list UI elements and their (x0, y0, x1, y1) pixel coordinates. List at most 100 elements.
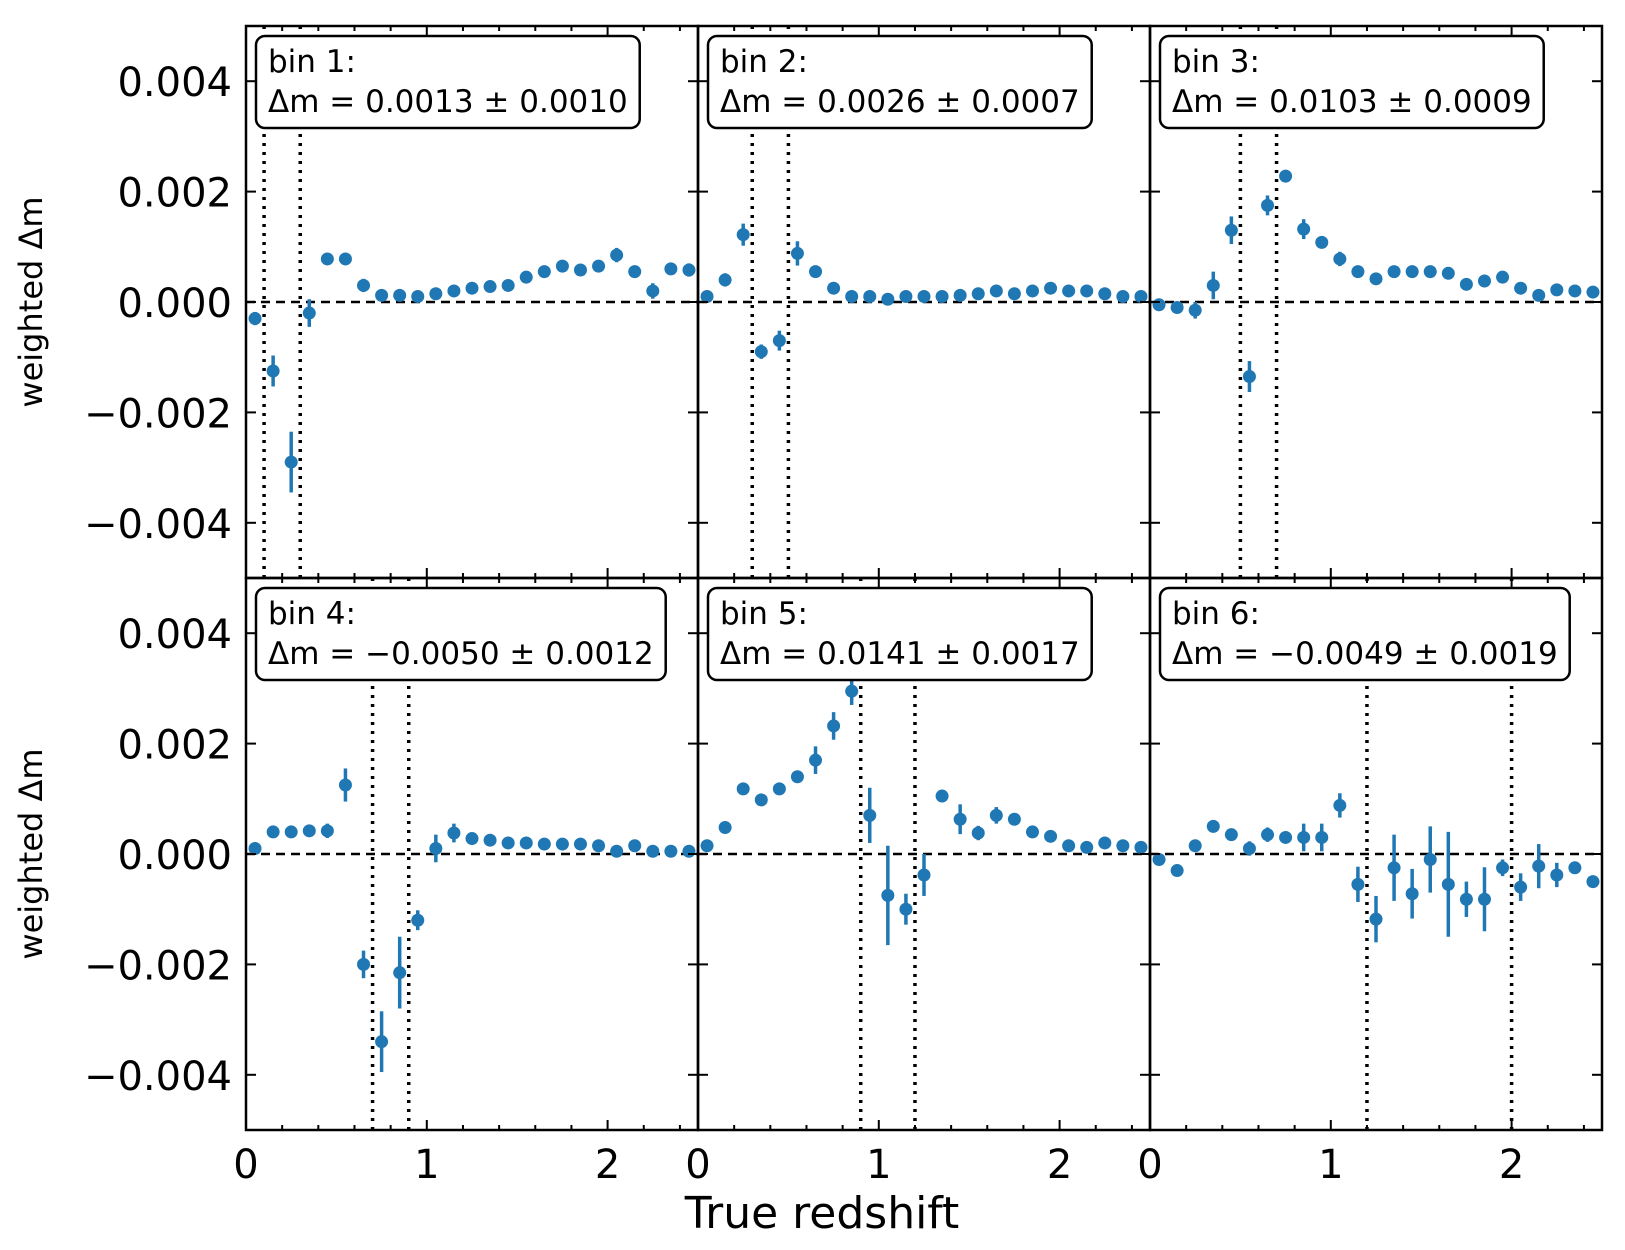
bin-statistic: Δm = 0.0026 ± 0.0007 (720, 84, 1080, 120)
statistic-prefix: Δm = (720, 84, 817, 120)
panels-group: −0.004 −0.002 0.000 0.002 0.004 bin 1: Δm = 0.… (84, 24, 1604, 1188)
data-point (519, 270, 533, 284)
annotation-frame (1158, 34, 1545, 130)
data-point (1044, 281, 1058, 295)
y-axis-label: weighted Δm (12, 196, 50, 407)
data-point (989, 808, 1003, 822)
annotation-frame (706, 34, 1093, 130)
data-point (1387, 265, 1401, 279)
bin-label: bin 4: (268, 596, 356, 632)
data-point (682, 263, 696, 277)
annotation-box: bin 3: Δm = 0.0103 ± 0.0009 (1158, 34, 1545, 130)
data-point (1116, 839, 1130, 853)
data-point (1134, 840, 1148, 854)
data-point (628, 839, 642, 853)
data-point (718, 821, 732, 835)
data-point (736, 228, 750, 242)
data-point (1098, 836, 1112, 850)
data-point (1080, 840, 1094, 854)
data-point (266, 364, 280, 378)
annotation-box: bin 4: Δm = −0.0050 ± 0.0012 (254, 586, 667, 682)
data-point (483, 833, 497, 847)
y-tick-label: 0.002 (117, 171, 232, 217)
data-point (501, 278, 515, 292)
data-point (628, 265, 642, 279)
y-tick-label: 0.004 (117, 60, 232, 106)
panel-bin-2: bin 2: Δm = 0.0026 ± 0.0007 (696, 24, 1152, 580)
data-point (302, 824, 316, 838)
data-point (790, 770, 804, 784)
x-tick-label: 1 (866, 1142, 891, 1188)
data-point (537, 837, 551, 851)
data-point (1044, 829, 1058, 843)
data-point (465, 281, 479, 295)
annotation-frame (254, 34, 641, 130)
data-point (772, 334, 786, 348)
data-point (411, 289, 425, 303)
data-point (1261, 198, 1275, 212)
data-point (1007, 287, 1021, 301)
data-point (1477, 892, 1491, 906)
y-tick-label: 0.004 (117, 612, 232, 658)
data-point (320, 824, 334, 838)
data-point (1514, 281, 1528, 295)
data-point (809, 753, 823, 767)
data-point (1568, 284, 1582, 298)
data-point (1405, 265, 1419, 279)
statistic-prefix: Δm = (1172, 84, 1269, 120)
annotation-frame (1158, 586, 1571, 682)
y-tick-label: 0.000 (117, 833, 232, 879)
statistic-prefix: Δm = (720, 636, 817, 672)
data-point (827, 281, 841, 295)
data-point (357, 957, 371, 971)
panel-bin-6: 0 1 2 bin 6: Δm = −0.0049 ± 0.0019 (1137, 576, 1604, 1188)
panel-frame (1148, 576, 1604, 1132)
data-point (1152, 853, 1166, 867)
y-axis-label: weighted Δm (12, 748, 50, 959)
data-point (375, 288, 389, 302)
bin-statistic: Δm = 0.0013 ± 0.0010 (268, 84, 628, 120)
y-tick-label: −0.004 (84, 502, 232, 548)
data-point (1532, 859, 1546, 873)
panel-bin-1: −0.004 −0.002 0.000 0.002 0.004 bin 1: Δm = 0.… (84, 24, 700, 580)
data-point (555, 837, 569, 851)
annotation-box: bin 1: Δm = 0.0013 ± 0.0010 (254, 34, 641, 130)
data-point (284, 825, 298, 839)
data-point (411, 913, 425, 927)
data-point (664, 262, 678, 276)
data-point (1279, 830, 1293, 844)
annotation-box: bin 5: Δm = 0.0141 ± 0.0017 (706, 586, 1093, 682)
data-point (1062, 284, 1076, 298)
data-point (827, 719, 841, 733)
data-point (1568, 861, 1582, 875)
annotation-box: bin 2: Δm = 0.0026 ± 0.0007 (706, 34, 1093, 130)
y-axis-labels: weighted Δm weighted Δm (12, 196, 50, 959)
data-point (537, 265, 551, 279)
y-tick-label: −0.002 (84, 943, 232, 989)
data-point (1224, 828, 1238, 842)
data-point (429, 287, 443, 301)
data-point (1369, 272, 1383, 286)
data-point (700, 289, 714, 303)
bin-label: bin 5: (720, 596, 808, 632)
x-tick-label: 0 (685, 1142, 710, 1188)
x-tick-label: 1 (1318, 1142, 1343, 1188)
x-axis-label: True redshift (684, 1188, 960, 1239)
data-point (1297, 830, 1311, 844)
data-point (573, 837, 587, 851)
data-point (1152, 298, 1166, 312)
data-point (971, 287, 985, 301)
panel-bin-3: bin 3: Δm = 0.0103 ± 0.0009 (1148, 24, 1604, 580)
bin-label: bin 3: (1172, 44, 1260, 80)
data-point (1459, 892, 1473, 906)
data-point (845, 684, 859, 698)
data-point (1080, 284, 1094, 298)
data-point (790, 246, 804, 260)
data-point (519, 836, 533, 850)
data-point (592, 259, 606, 273)
data-point (682, 844, 696, 858)
data-point (1532, 288, 1546, 302)
data-point (338, 252, 352, 266)
statistic-value: 0.0103 ± 0.0009 (1269, 84, 1532, 120)
data-point (1188, 303, 1202, 317)
